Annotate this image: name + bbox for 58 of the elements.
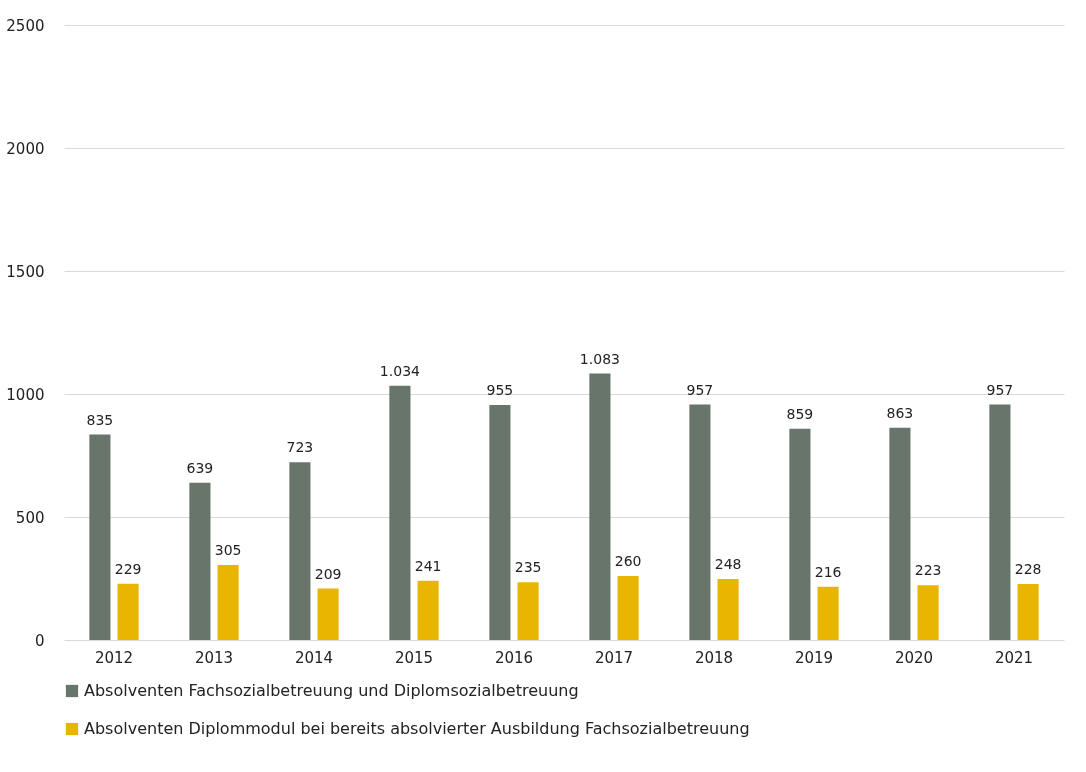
bar [717,578,739,640]
bar [389,385,411,640]
data-label: 1.034 [379,362,421,379]
y-tick-label: 2000 [6,139,45,158]
bar [217,564,239,640]
data-label: 639 [186,459,214,476]
data-label: 1.083 [579,350,620,367]
data-label: 260 [614,553,642,570]
data-label: 957 [686,381,714,398]
bar [589,373,611,640]
data-label: 859 [786,405,814,422]
bar [689,404,711,640]
x-tick-label: 2019 [794,648,834,667]
bar [1017,583,1039,640]
bar [789,428,811,640]
bar [989,404,1011,640]
bar [317,588,339,640]
data-label: 863 [886,404,914,421]
bar [289,462,311,640]
bar [617,576,639,640]
y-tick-label: 1500 [6,262,45,281]
x-tick-label: 2021 [994,648,1034,667]
bar [417,580,439,640]
data-label: 216 [814,563,842,580]
bar [117,583,139,640]
bar [889,427,911,640]
data-label: 229 [114,560,142,577]
x-tick-label: 2016 [494,648,534,667]
x-tick-label: 2013 [194,648,234,667]
x-tick-label: 2018 [694,648,734,667]
y-tick-label: 1000 [6,385,45,404]
data-label: 723 [286,439,314,456]
bar [489,405,511,640]
legend-label: Absolventen Fachsozialbetreuung und Diplomsozialbetreuung [84,681,579,700]
data-label: 835 [86,411,114,428]
x-tick-label: 2012 [94,648,134,667]
data-label: 305 [214,541,242,558]
y-tick-label: 500 [15,508,45,527]
x-tick-label: 2017 [594,648,634,667]
bar [517,582,539,640]
bar [817,586,839,640]
y-tick-label: 2500 [6,16,45,35]
bar [917,585,939,640]
data-label: 248 [714,555,742,572]
x-tick-label: 2020 [894,648,934,667]
x-tick-label: 2015 [394,648,434,667]
data-label: 235 [514,559,542,576]
data-label: 955 [486,382,514,399]
data-label: 957 [986,381,1014,398]
bar [89,434,111,640]
data-label: 209 [314,565,342,582]
x-tick-label: 2014 [294,648,334,667]
bar [189,482,211,640]
data-label: 228 [1014,560,1042,577]
legend-label: Absolventen Diplommodul bei bereits absolvierter Ausbildung Fachsozialbetreuung [84,719,750,738]
y-tick-label: 0 [34,631,45,650]
data-label: 241 [414,557,442,574]
data-label: 223 [914,562,942,579]
